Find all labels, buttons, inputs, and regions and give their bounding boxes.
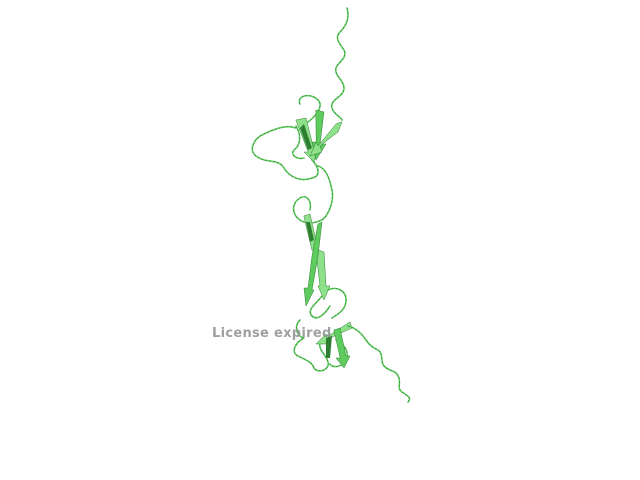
lower-beta-strand-3	[326, 336, 332, 358]
upper-beta-strand-3	[309, 121, 343, 157]
lower-domain-loop-dash	[293, 288, 348, 372]
license-expired-watermark: License expired	[212, 326, 332, 341]
upper-domain-loop-dash	[252, 95, 333, 224]
central-beta-strand-3	[306, 222, 314, 242]
lower-beta-strand-1	[315, 321, 353, 345]
upper-beta-strand-4	[300, 124, 312, 150]
n-terminal-coil	[330, 7, 349, 121]
lower-beta-strand-2	[333, 327, 351, 369]
protein-cartoon	[251, 7, 411, 403]
c-terminal-coil-dash	[347, 325, 410, 403]
central-beta-strand-2	[303, 221, 323, 307]
